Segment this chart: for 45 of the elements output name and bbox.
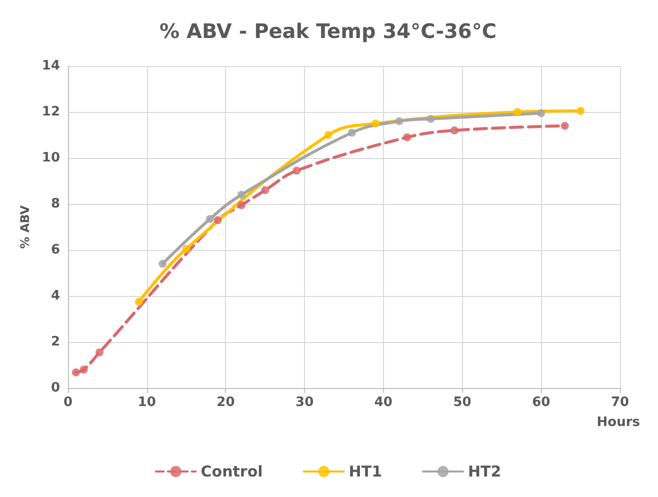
point bbox=[537, 109, 546, 118]
y-tick-label: 10 bbox=[42, 150, 60, 166]
point bbox=[261, 186, 270, 194]
point bbox=[426, 114, 435, 123]
x-tick-label: 40 bbox=[374, 395, 392, 410]
point bbox=[134, 298, 143, 306]
point bbox=[80, 366, 88, 374]
point bbox=[237, 201, 246, 210]
y-tick-label: 2 bbox=[50, 334, 60, 350]
x-axis-title: Hours bbox=[596, 415, 640, 430]
point bbox=[206, 214, 214, 223]
legend-label: Control bbox=[200, 462, 263, 480]
point bbox=[450, 126, 458, 134]
point bbox=[237, 190, 246, 199]
chart-title: % ABV - Peak Temp 34°C-36°C bbox=[159, 19, 497, 43]
y-tick-label: 0 bbox=[50, 380, 60, 396]
x-tick-label: 30 bbox=[296, 395, 314, 410]
point bbox=[560, 122, 569, 130]
point bbox=[395, 117, 404, 126]
legend-label: HT1 bbox=[348, 462, 382, 480]
point bbox=[348, 128, 356, 137]
point bbox=[576, 106, 585, 115]
y-tick-label: 14 bbox=[42, 58, 60, 74]
x-tick-label: 50 bbox=[453, 395, 472, 410]
point bbox=[182, 244, 190, 253]
point bbox=[158, 260, 167, 268]
x-tick-label: 10 bbox=[138, 395, 156, 410]
x-tick-label: 20 bbox=[216, 395, 235, 410]
y-axis-title: % ABV bbox=[18, 204, 32, 249]
point bbox=[72, 368, 80, 376]
legend-label: HT2 bbox=[468, 462, 502, 480]
point bbox=[403, 133, 412, 142]
point bbox=[214, 216, 222, 224]
point bbox=[292, 166, 301, 175]
x-tick-label: 70 bbox=[610, 395, 630, 410]
point bbox=[513, 108, 522, 116]
x-tick-label: 60 bbox=[532, 395, 550, 410]
y-tick-label: 4 bbox=[50, 288, 60, 304]
point bbox=[372, 120, 380, 128]
x-tick-label: 0 bbox=[63, 395, 73, 410]
point bbox=[96, 348, 104, 356]
y-tick-label: 12 bbox=[42, 104, 60, 120]
point bbox=[324, 131, 332, 139]
y-tick-label: 6 bbox=[50, 242, 60, 258]
y-tick-label: 8 bbox=[50, 196, 60, 212]
